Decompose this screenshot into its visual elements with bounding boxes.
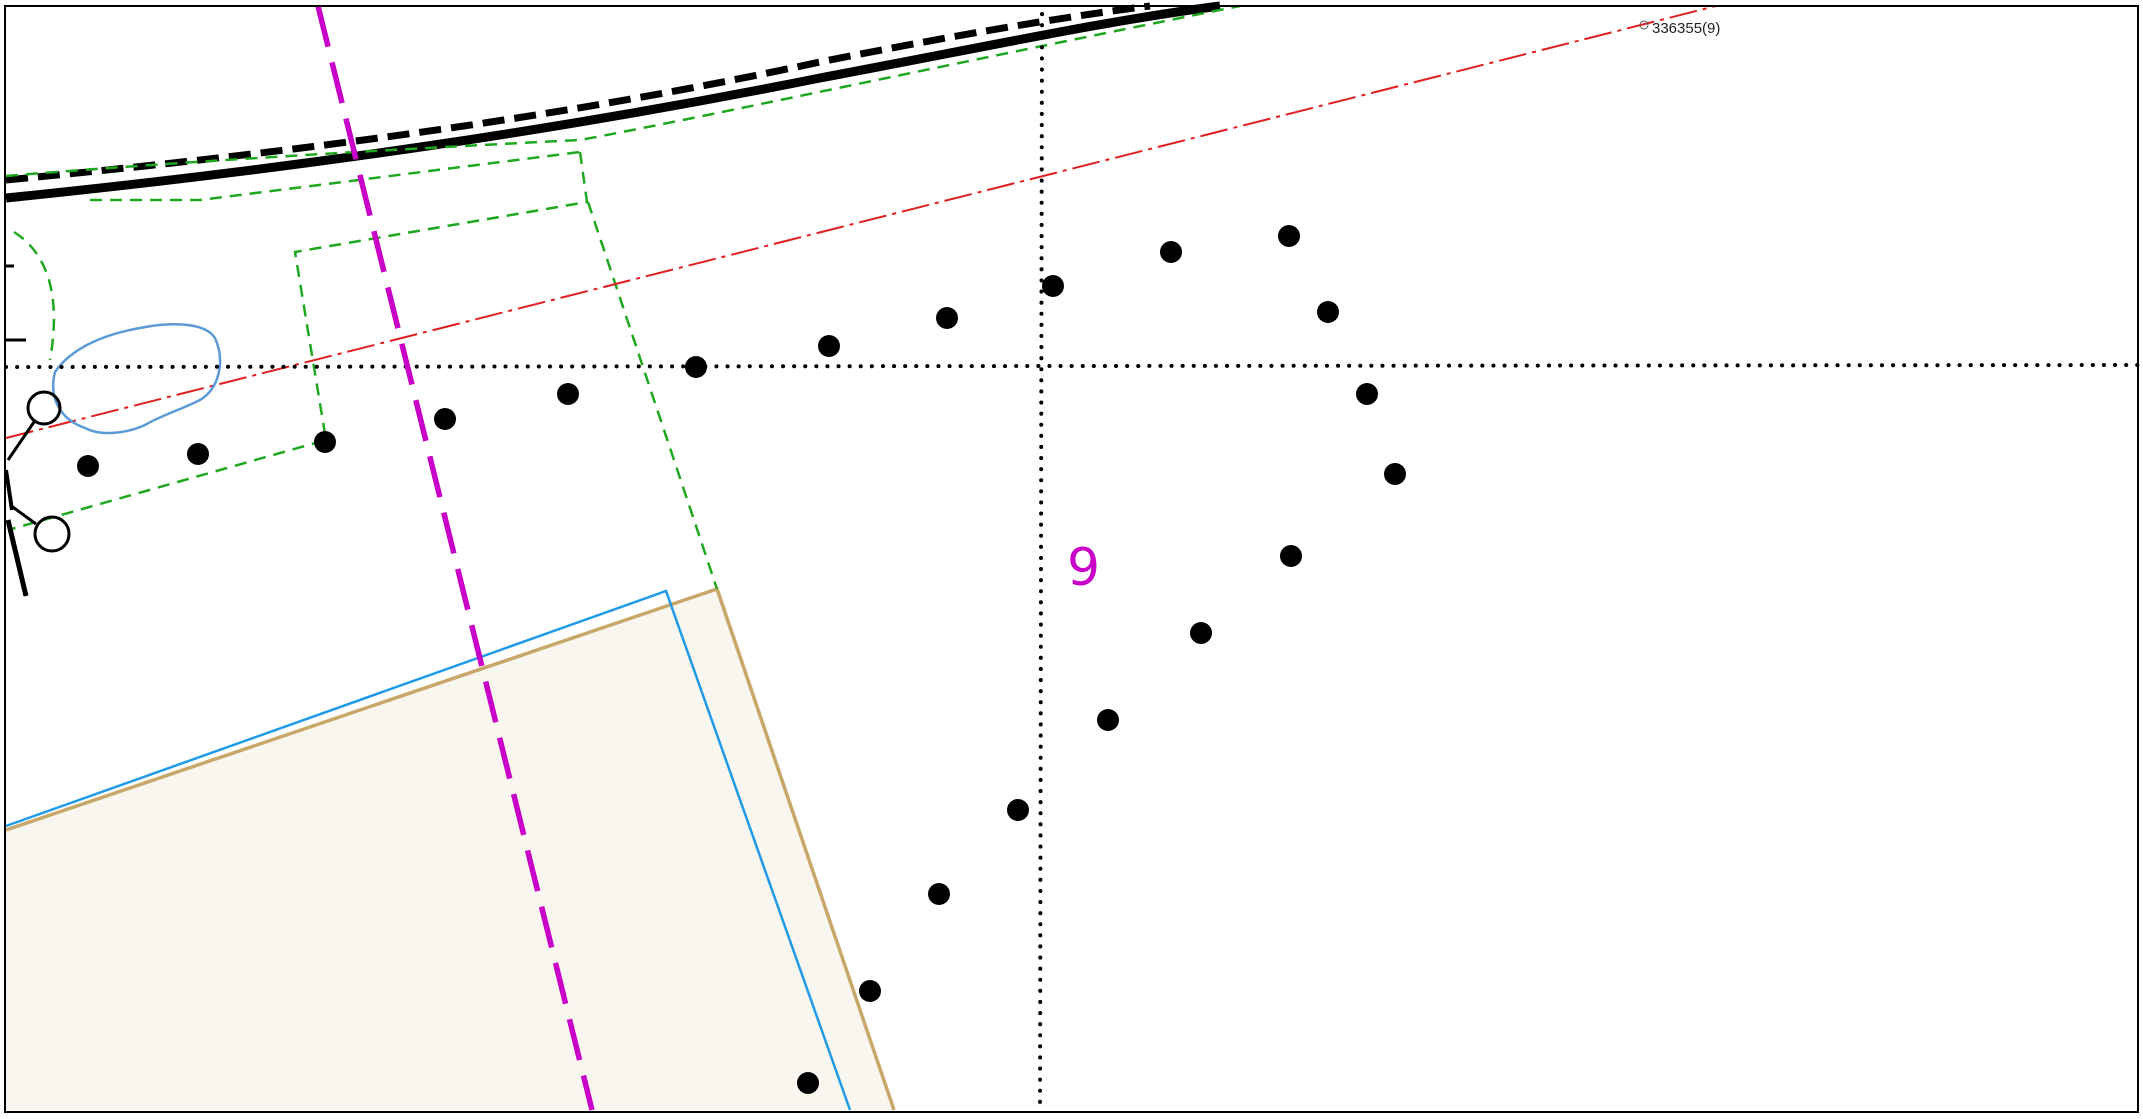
tree-dot bbox=[685, 356, 707, 378]
tree-dot bbox=[314, 431, 336, 453]
easement-road-offset bbox=[5, 4, 1241, 178]
tree-dot bbox=[1097, 709, 1119, 731]
tree-dot bbox=[1317, 301, 1339, 323]
tree-dot bbox=[818, 335, 840, 357]
tree-trunk bbox=[4, 469, 14, 511]
road-solid-edge bbox=[5, 1, 1221, 203]
map-border bbox=[4, 5, 2139, 1113]
easement-road-lower bbox=[90, 150, 581, 202]
survey-point-icon bbox=[1639, 20, 1649, 30]
tree-dot bbox=[187, 443, 209, 465]
neighbouring-parcel bbox=[5, 586, 896, 1111]
parcel-fill bbox=[6, 588, 894, 1110]
tree-dot bbox=[1042, 275, 1064, 297]
tree-circle-lower bbox=[33, 515, 71, 553]
tree-dot bbox=[928, 883, 950, 905]
tree-dot bbox=[1356, 383, 1378, 405]
tree-dot bbox=[1190, 622, 1212, 644]
pond-outline bbox=[52, 323, 222, 435]
tree-circle-upper bbox=[26, 390, 62, 426]
plot-number-label: 9 bbox=[1067, 538, 1100, 598]
tree-dot bbox=[1007, 799, 1029, 821]
tree-dot bbox=[797, 1072, 819, 1094]
road-edges bbox=[5, 1, 1221, 203]
easement-lines bbox=[5, 4, 1241, 590]
purple-dashed-boundary bbox=[315, 5, 595, 1111]
dotted-grid-lines bbox=[4, 12, 2140, 1112]
tree-dot bbox=[1278, 225, 1300, 247]
tree-dot bbox=[1384, 463, 1406, 485]
red-dashdot-line bbox=[5, 5, 1717, 439]
tree-dot bbox=[557, 383, 579, 405]
dotted-vertical-line bbox=[1038, 12, 1044, 1112]
tree-dot bbox=[859, 980, 881, 1002]
road-dashed-edge bbox=[5, 2, 1151, 184]
tree-dot bbox=[434, 408, 456, 430]
blue-boundary-line bbox=[5, 589, 852, 1111]
dotted-horizontal-line bbox=[4, 363, 2140, 369]
tree-dot bbox=[1280, 545, 1302, 567]
reference-label: 336355(9) bbox=[1652, 20, 1720, 37]
easement-inner-plot bbox=[7, 151, 589, 532]
tree-dot bbox=[936, 307, 958, 329]
tree-dot bbox=[1160, 241, 1182, 263]
tree-branch bbox=[6, 421, 36, 461]
tree-trunk bbox=[5, 519, 29, 597]
tree-dot-row bbox=[77, 225, 1406, 1094]
easement-arc bbox=[13, 230, 56, 361]
easement-diagonal bbox=[586, 201, 719, 590]
tree-dot bbox=[77, 455, 99, 477]
tree-symbol-icon bbox=[4, 264, 71, 597]
tree-branch bbox=[9, 503, 37, 526]
